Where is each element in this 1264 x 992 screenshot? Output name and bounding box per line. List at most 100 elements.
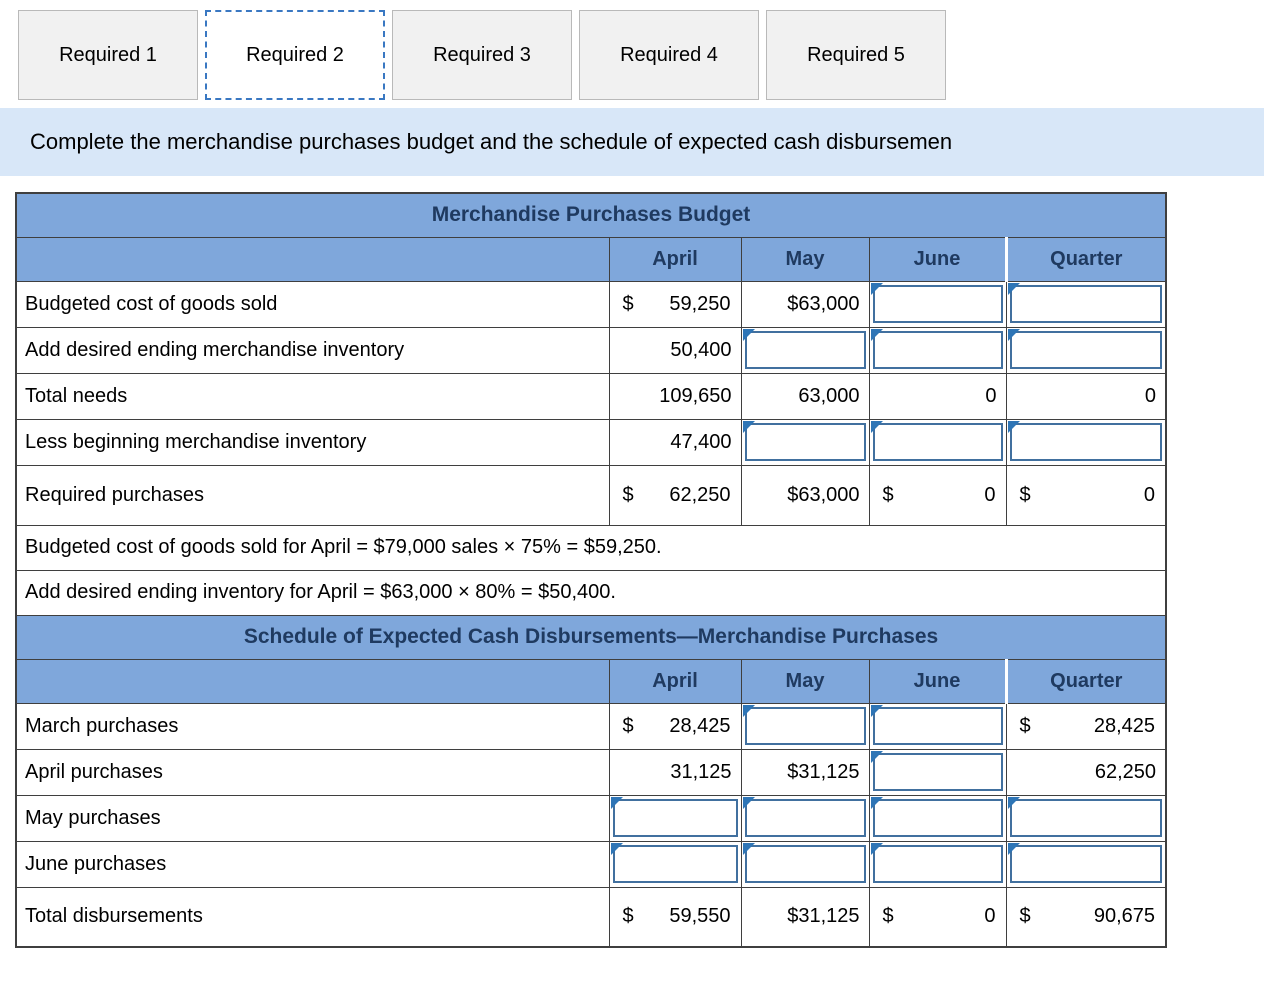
column-header-blank	[15, 236, 610, 282]
answer-cell-empty	[868, 840, 1007, 888]
answer-input[interactable]	[872, 845, 1003, 883]
value-cell: 31,125	[608, 748, 742, 796]
currency-symbol: $	[622, 714, 634, 737]
currency-cell: $90,675	[1005, 886, 1167, 948]
answer-input[interactable]	[872, 331, 1003, 369]
table-row: Required purchases $62,250 $63,000 $0 $0	[15, 464, 1167, 526]
tab-label: Required 1	[59, 43, 157, 66]
answer-cell-empty	[1005, 280, 1167, 328]
answer-input[interactable]	[744, 707, 866, 745]
answer-cell-empty	[1005, 326, 1167, 374]
table-row: Budgeted cost of goods sold $59,250 $63,00…	[15, 280, 1167, 328]
answer-input[interactable]	[612, 845, 738, 883]
row-label: May purchases	[15, 794, 610, 842]
answer-cell-empty	[868, 794, 1007, 842]
cell-value: 62,250	[1094, 760, 1157, 783]
row-label: March purchases	[15, 702, 610, 750]
table-row: June purchases	[15, 840, 1167, 888]
answer-input[interactable]	[1009, 285, 1163, 323]
tab-bar: Required 1 Required 2 Required 3 Required 4…	[0, 0, 1264, 100]
currency-symbol: $	[1019, 483, 1031, 506]
column-header: June	[868, 236, 1007, 282]
answer-input[interactable]	[1009, 799, 1163, 837]
answer-cell-empty	[868, 702, 1007, 750]
cell-value: $31,125	[787, 760, 860, 783]
instruction-banner: Complete the merchandise purchases budge…	[0, 108, 1264, 176]
column-header-blank	[15, 658, 610, 704]
answer-input[interactable]	[1009, 423, 1163, 461]
column-header: May	[740, 236, 870, 282]
answer-cell-filled[interactable]: $63,000	[740, 464, 870, 526]
currency-symbol: $	[622, 483, 634, 506]
row-label: Total needs	[15, 372, 610, 420]
answer-cell-empty	[740, 702, 870, 750]
currency-cell: $59,550	[608, 886, 742, 948]
tab-required-4[interactable]: Required 4	[579, 10, 759, 100]
column-header: Quarter	[1004, 236, 1167, 282]
answer-input[interactable]	[872, 799, 1003, 837]
answer-input[interactable]	[612, 799, 738, 837]
currency-symbol: $	[882, 483, 894, 506]
cell-value: $63,000	[787, 483, 860, 506]
tab-required-2[interactable]: Required 2	[205, 10, 385, 100]
table-row: Add desired ending merchandise inventory…	[15, 326, 1167, 374]
answer-cell-empty	[1005, 840, 1167, 888]
tab-required-3[interactable]: Required 3	[392, 10, 572, 100]
answer-input[interactable]	[744, 331, 866, 369]
currency-symbol: $	[1019, 905, 1031, 928]
tab-required-5[interactable]: Required 5	[766, 10, 946, 100]
answer-input[interactable]	[744, 845, 866, 883]
value-cell: 47,400	[608, 418, 742, 466]
currency-symbol: $	[622, 292, 634, 315]
cell-value: 0	[984, 905, 996, 928]
answer-input[interactable]	[744, 423, 866, 461]
worksheet-table: Merchandise Purchases Budget April May June…	[15, 192, 1168, 948]
value-cell: 0	[1005, 372, 1167, 420]
currency-cell: $0	[1005, 464, 1167, 526]
answer-cell-filled[interactable]: $63,000	[740, 280, 870, 328]
value-cell: 109,650	[608, 372, 742, 420]
note-text: Budgeted cost of goods sold for April = …	[15, 524, 1167, 571]
answer-input[interactable]	[872, 423, 1003, 461]
table-row: Total needs 109,650 63,000 0 0	[15, 372, 1167, 420]
column-header-row: April May June Quarter	[15, 236, 1167, 282]
row-label: Required purchases	[15, 464, 610, 526]
currency-cell: $28,425	[608, 702, 742, 750]
table-row: April purchases 31,125 $31,125 62,250	[15, 748, 1167, 796]
answer-input[interactable]	[1009, 845, 1163, 883]
cell-value: 50,400	[670, 338, 732, 361]
answer-cell-filled[interactable]: $31,125	[740, 748, 870, 796]
answer-cell-empty	[608, 794, 742, 842]
section-title-row: Merchandise Purchases Budget	[15, 192, 1167, 238]
cell-value: 90,675	[1093, 905, 1156, 928]
tab-required-1[interactable]: Required 1	[18, 10, 198, 100]
cell-value: 59,250	[669, 292, 731, 315]
cell-value: 0	[984, 483, 996, 506]
answer-cell-empty	[1005, 794, 1167, 842]
note-row: Budgeted cost of goods sold for April = …	[15, 524, 1167, 571]
answer-input[interactable]	[872, 285, 1003, 323]
cell-value: 28,425	[669, 714, 731, 737]
cell-value: 28,425	[1093, 714, 1156, 737]
row-label: Budgeted cost of goods sold	[15, 280, 610, 328]
value-cell: 62,250	[1005, 748, 1167, 796]
answer-input[interactable]	[872, 753, 1003, 791]
value-cell: 0	[868, 372, 1007, 420]
cell-value: 63,000	[798, 384, 860, 407]
row-label: April purchases	[15, 748, 610, 796]
answer-input[interactable]	[872, 707, 1003, 745]
table-row: May purchases	[15, 794, 1167, 842]
cell-value: 0	[1144, 384, 1157, 407]
cell-value: $63,000	[787, 292, 860, 315]
answer-cell-empty	[868, 280, 1007, 328]
cell-value: $31,125	[787, 905, 860, 928]
answer-input[interactable]	[1009, 331, 1163, 369]
value-cell: 63,000	[740, 372, 870, 420]
cell-value: 47,400	[670, 430, 732, 453]
answer-cell-filled[interactable]: $31,125	[740, 886, 870, 948]
answer-cell-empty	[868, 418, 1007, 466]
answer-input[interactable]	[744, 799, 866, 837]
currency-symbol: $	[882, 905, 894, 928]
row-label: Less beginning merchandise inventory	[15, 418, 610, 466]
note-row: Add desired ending inventory for April =…	[15, 569, 1167, 616]
